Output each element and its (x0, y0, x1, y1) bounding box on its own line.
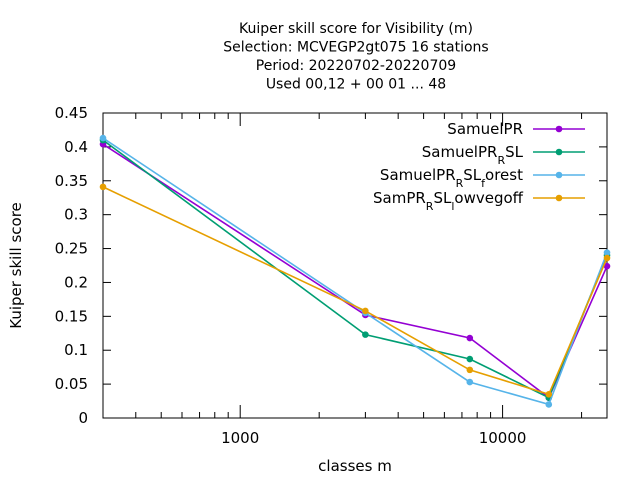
series-line (102, 139, 608, 399)
x-axis: 1000 10000 (102, 113, 583, 447)
series-line (102, 143, 608, 399)
data-point (466, 378, 474, 386)
legend-label-part: SamuelPR (380, 166, 456, 184)
data-point (603, 249, 611, 256)
legend-swatch-marker (555, 194, 563, 202)
x-axis-label: classes m (318, 457, 392, 475)
data-point (466, 355, 474, 363)
y-tick-label: 0.25 (55, 240, 88, 258)
legend-label-part: SL (463, 166, 482, 184)
series-line (102, 186, 608, 396)
legend-item: SamuelPRRSLforest (380, 166, 585, 190)
y-tick-label: 0.05 (55, 375, 88, 393)
data-point (603, 262, 611, 270)
data-point (99, 134, 107, 142)
legend-label-part: SL (433, 189, 452, 207)
y-tick-label: 0.4 (64, 138, 88, 156)
data-point (99, 183, 107, 191)
series-4 (99, 183, 611, 398)
title-line: Kuiper skill score for Visibility (m) (239, 21, 473, 37)
legend-label-part: SamuelPR (422, 143, 498, 161)
y-tick-label: 0.3 (64, 206, 88, 224)
chart-title: Kuiper skill score for Visibility (m) Sel… (223, 21, 488, 93)
legend-label: SamPRRSLlowvegoff (373, 189, 524, 213)
legend-swatch-marker (555, 125, 563, 133)
y-tick-label: 0.35 (55, 172, 88, 190)
legend-label-part: SamPR (373, 189, 426, 207)
x-tick-label: 10000 (479, 429, 527, 447)
x-tick-label: 1000 (221, 429, 259, 447)
data-point (603, 254, 611, 262)
legend-label: SamuelPR (447, 120, 523, 138)
data-point (466, 366, 474, 374)
legend-label-part: R (497, 154, 505, 167)
series-group (99, 134, 611, 408)
legend-label-part: SL (505, 143, 524, 161)
y-axis-label: Kuiper skill score (7, 202, 25, 329)
legend-item: SamPRRSLlowvegoff (373, 189, 585, 213)
y-axis: 0 0.05 0.1 0.15 0.2 0.25 0.3 0.35 0.4 0.45 (55, 104, 607, 427)
legend-label-part: owvegoff (454, 189, 523, 207)
data-point (545, 390, 553, 398)
legend-label-part: SamuelPR (447, 120, 523, 138)
y-tick-label: 0.15 (55, 307, 88, 325)
data-point (362, 331, 369, 338)
legend-swatch-marker (555, 171, 563, 179)
series-1 (99, 140, 611, 401)
y-tick-label: 0.2 (64, 273, 88, 291)
data-point (545, 401, 553, 408)
data-point (466, 334, 474, 342)
legend-swatch-marker (555, 148, 563, 156)
series-line (102, 137, 608, 406)
plot-frame (102, 112, 608, 419)
title-line: Selection: MCVEGP2gt075 16 stations (223, 40, 488, 56)
legend-item: SamuelPRRSL (422, 143, 585, 167)
legend-label-part: f (481, 177, 486, 190)
legend-item: SamuelPR (447, 120, 585, 138)
legend-label-part: R (426, 200, 434, 213)
series-2 (99, 136, 611, 401)
title-line: Used 00,12 + 00 01 ... 48 (266, 77, 446, 93)
y-tick-label: 0.1 (64, 341, 88, 359)
legend: SamuelPRSamuelPRRSLSamuelPRRSLforestSamP… (373, 120, 585, 213)
legend-label-part: l (451, 200, 454, 213)
data-point (362, 307, 369, 315)
y-tick-label: 0 (78, 409, 88, 427)
legend-label-part: orest (485, 166, 523, 184)
legend-label: SamuelPRRSL (422, 143, 524, 167)
y-tick-label: 0.45 (55, 104, 88, 122)
legend-label: SamuelPRRSLforest (380, 166, 523, 190)
legend-label-part: R (456, 177, 464, 190)
title-line: Period: 20220702-20220709 (256, 58, 456, 74)
